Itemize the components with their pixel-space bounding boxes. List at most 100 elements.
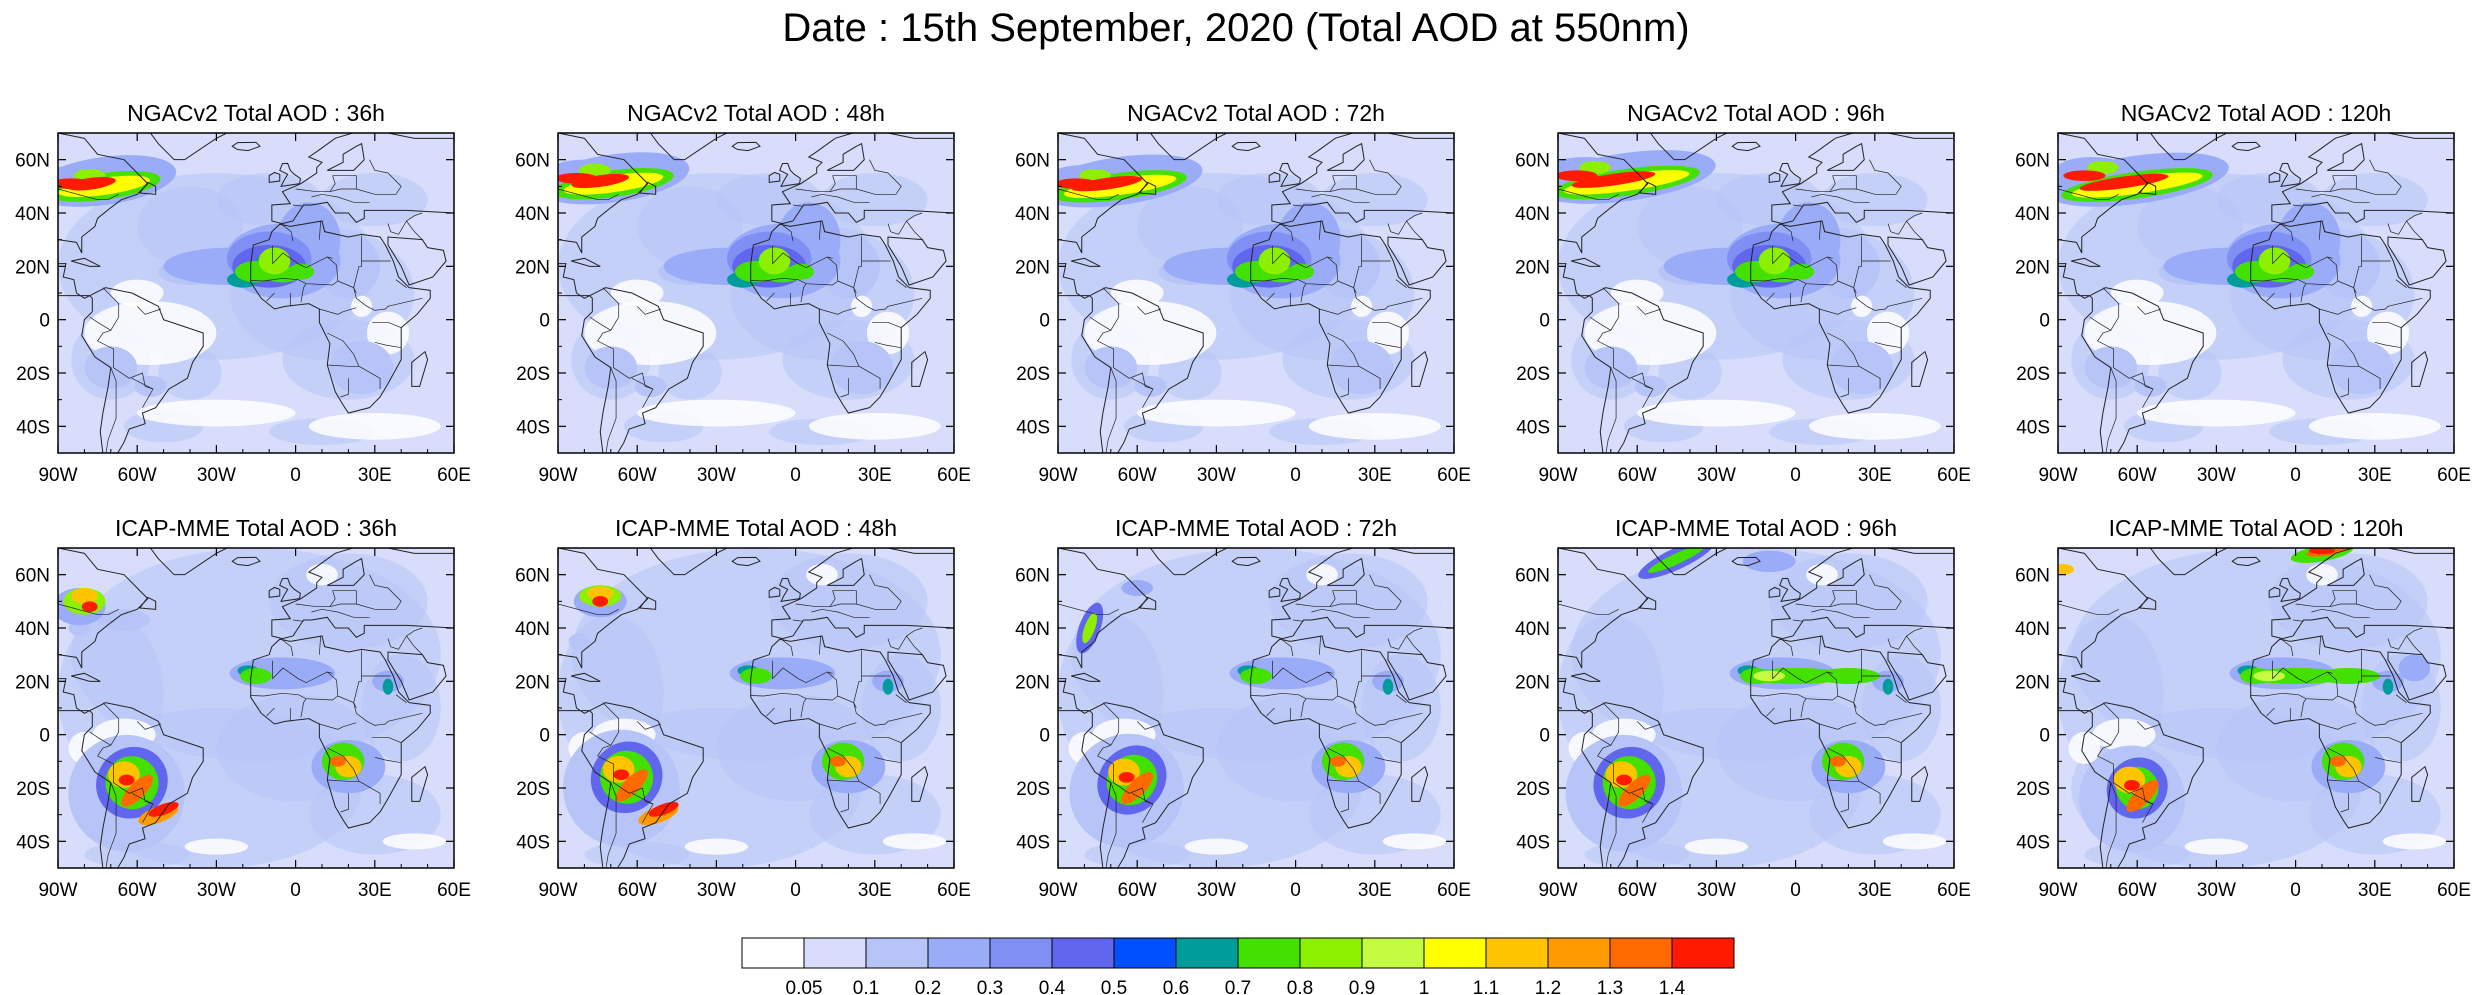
lon-tick-label: 30E <box>858 880 892 901</box>
lon-tick-label: 0 <box>1790 465 1801 486</box>
lat-tick-label: 40S <box>516 832 550 853</box>
aod-feature <box>1121 772 1154 804</box>
lat-tick-label: 40N <box>2015 619 2050 640</box>
lon-tick-label: 30E <box>1358 880 1392 901</box>
colorbar-swatch <box>865 937 929 969</box>
colorbar-label: 0.2 <box>915 978 941 995</box>
colorbar-label: 0.4 <box>1039 978 1066 995</box>
aod-feature <box>1558 170 1598 181</box>
lon-tick-label: 0 <box>790 880 801 901</box>
lat-tick-label: 20N <box>2015 672 2050 693</box>
lon-tick-label: 30E <box>1358 465 1392 486</box>
lat-tick-label: 60N <box>2015 566 2050 587</box>
lat-tick-label: 20S <box>1516 779 1550 800</box>
colorbar-swatch <box>1237 937 1301 969</box>
aod-field <box>558 548 954 868</box>
aod-feature <box>2126 780 2159 812</box>
lat-tick-label: 20S <box>1016 779 1050 800</box>
lat-tick-label: 20N <box>1515 672 1550 693</box>
lon-tick-label: 60E <box>1937 880 1971 901</box>
aod-field <box>558 133 954 453</box>
panel-title: NGACv2 Total AOD : 72h <box>1127 100 1385 126</box>
colorbar: 0.05 0.1 0.2 0.3 0.4 0.5 0.6 0.7 0.8 0.9 1 1.1 1.2 1.… <box>741 937 1735 995</box>
lon-tick-label: 30W <box>697 880 736 901</box>
colorbar-label: 1.4 <box>1659 978 1686 995</box>
colorbar-label: 1 <box>1419 978 1430 995</box>
colorbar-swatch <box>803 937 867 969</box>
lon-tick-label: 30E <box>358 880 392 901</box>
lon-tick-label: 60W <box>118 465 157 486</box>
lon-tick-label: 90W <box>1538 880 1577 901</box>
aod-feature <box>2329 756 2346 767</box>
lat-tick-label: 40S <box>1016 417 1050 438</box>
lat-tick-label: 40N <box>2015 204 2050 225</box>
aod-feature <box>758 247 791 275</box>
lat-tick-label: 60N <box>1515 566 1550 587</box>
lon-tick-label: 0 <box>2290 880 2301 901</box>
colorbar-label: 1.1 <box>1473 978 1499 995</box>
lat-tick-label: 40N <box>15 204 50 225</box>
aod-field <box>58 548 454 868</box>
coastlines <box>1058 548 1454 868</box>
lon-tick-label: 90W <box>38 880 77 901</box>
lat-tick-label: 20N <box>515 672 550 693</box>
lat-tick-label: 60N <box>1515 151 1550 172</box>
aod-feature <box>592 596 609 607</box>
lon-tick-label: 60E <box>937 880 971 901</box>
lat-tick-label: 40N <box>1015 619 1050 640</box>
aod-feature <box>2087 161 2119 175</box>
aod-feature <box>258 247 291 275</box>
lat-tick-label: 40S <box>1516 832 1550 853</box>
lon-tick-label: 60W <box>118 880 157 901</box>
aod-field <box>2058 133 2454 453</box>
lon-tick-label: 0 <box>290 465 301 486</box>
lon-tick-label: 30W <box>1197 880 1236 901</box>
panel-title: ICAP-MME Total AOD : 120h <box>2109 515 2404 541</box>
colorbar-swatch <box>1423 937 1487 969</box>
coastlines <box>58 133 454 453</box>
lat-tick-label: 40N <box>515 619 550 640</box>
lat-tick-label: 40N <box>1515 619 1550 640</box>
aod-feature <box>2287 263 2315 280</box>
colorbar-label: 0.5 <box>1101 978 1127 995</box>
aod-feature <box>587 586 614 600</box>
aod-feature <box>648 801 679 817</box>
lon-tick-label: 60E <box>937 465 971 486</box>
lon-tick-label: 90W <box>2038 465 2077 486</box>
colorbar-swatch <box>1671 937 1735 969</box>
lon-tick-label: 0 <box>1790 880 1801 901</box>
lat-tick-label: 40S <box>516 417 550 438</box>
lon-tick-label: 60E <box>437 880 471 901</box>
aod-feature <box>1134 375 1167 398</box>
aod-feature <box>1742 550 1796 572</box>
lat-tick-label: 20S <box>516 364 550 385</box>
coastlines <box>1558 548 1954 868</box>
lat-tick-label: 60N <box>1015 151 1050 172</box>
aod-feature <box>1882 678 1894 695</box>
colorbar-swatch <box>741 937 805 969</box>
aod-feature <box>2079 173 2169 191</box>
colorbar-label: 1.3 <box>1597 978 1623 995</box>
lon-tick-label: 90W <box>1038 880 1077 901</box>
lon-tick-label: 30W <box>2197 465 2236 486</box>
lat-tick-label: 0 <box>39 726 50 747</box>
aod-field <box>1558 548 1954 868</box>
aod-feature <box>382 678 394 695</box>
panel-title: ICAP-MME Total AOD : 48h <box>615 515 897 541</box>
lat-tick-label: 60N <box>15 566 50 587</box>
colorbar-swatch <box>1361 937 1425 969</box>
lon-tick-label: 60W <box>1118 880 1157 901</box>
aod-feature <box>1058 178 1098 189</box>
aod-feature <box>81 601 98 613</box>
aod-feature <box>571 173 630 189</box>
aod-feature <box>2124 780 2140 791</box>
aod-field <box>1058 133 1454 453</box>
coastlines <box>58 548 454 868</box>
lat-tick-label: 0 <box>39 311 50 332</box>
aod-feature <box>134 375 167 398</box>
aod-feature <box>1571 171 1656 188</box>
lat-tick-label: 40S <box>1016 832 1050 853</box>
aod-feature <box>1647 548 1706 573</box>
aod-feature <box>1618 774 1651 807</box>
lat-tick-label: 20S <box>2016 779 2050 800</box>
